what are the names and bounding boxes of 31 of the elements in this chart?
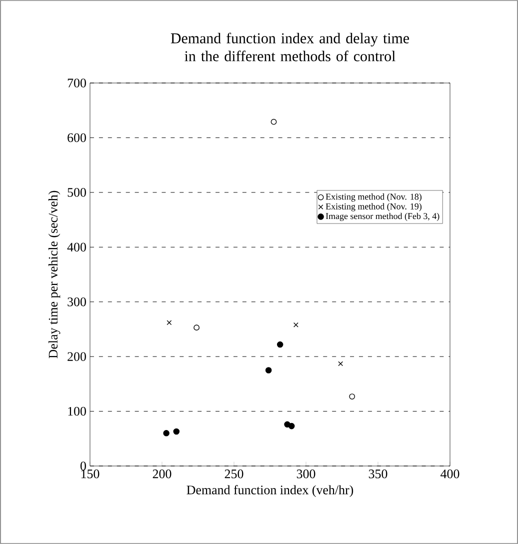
y-tick-label: 500 [68,188,86,197]
point [276,341,284,348]
point [166,320,172,326]
y-axis-title: Delay time per vehicle (sec/veh) [48,190,60,358]
point [194,324,200,331]
point [270,118,277,125]
y-tick-label: 0 [80,462,86,470]
y-tick-label: 200 [68,352,86,361]
point [173,428,180,435]
chart-title: Demand function index and delay time in the different methods of control [170,32,410,62]
point [288,422,295,430]
legend-label: Existing method (Nov. 19) [326,203,422,212]
point [349,394,356,400]
x-tick-label: 250 [224,470,244,478]
x-tick-label: 200 [152,470,172,478]
point [265,367,272,374]
x-tick-label: 350 [368,470,388,478]
y-tick-label: 700 [68,78,86,88]
legend-label: Existing method (Nov. 18) [326,193,422,202]
y-tick-label: 400 [67,242,86,252]
y-tick-label: 100 [68,406,86,416]
point [293,322,298,328]
y-tick-label: 300 [68,297,86,306]
point [163,430,170,436]
y-tick-label: 600 [68,133,86,142]
point [338,361,344,366]
x-tick-label: 300 [296,470,316,478]
legend-label: Image sensor method (Feb 3, 4) [326,212,440,221]
x-axis-title: Demand function index (veh/hr) [186,485,354,497]
x-tick-label: 150 [81,470,100,478]
x-tick-label: 400 [440,470,460,478]
